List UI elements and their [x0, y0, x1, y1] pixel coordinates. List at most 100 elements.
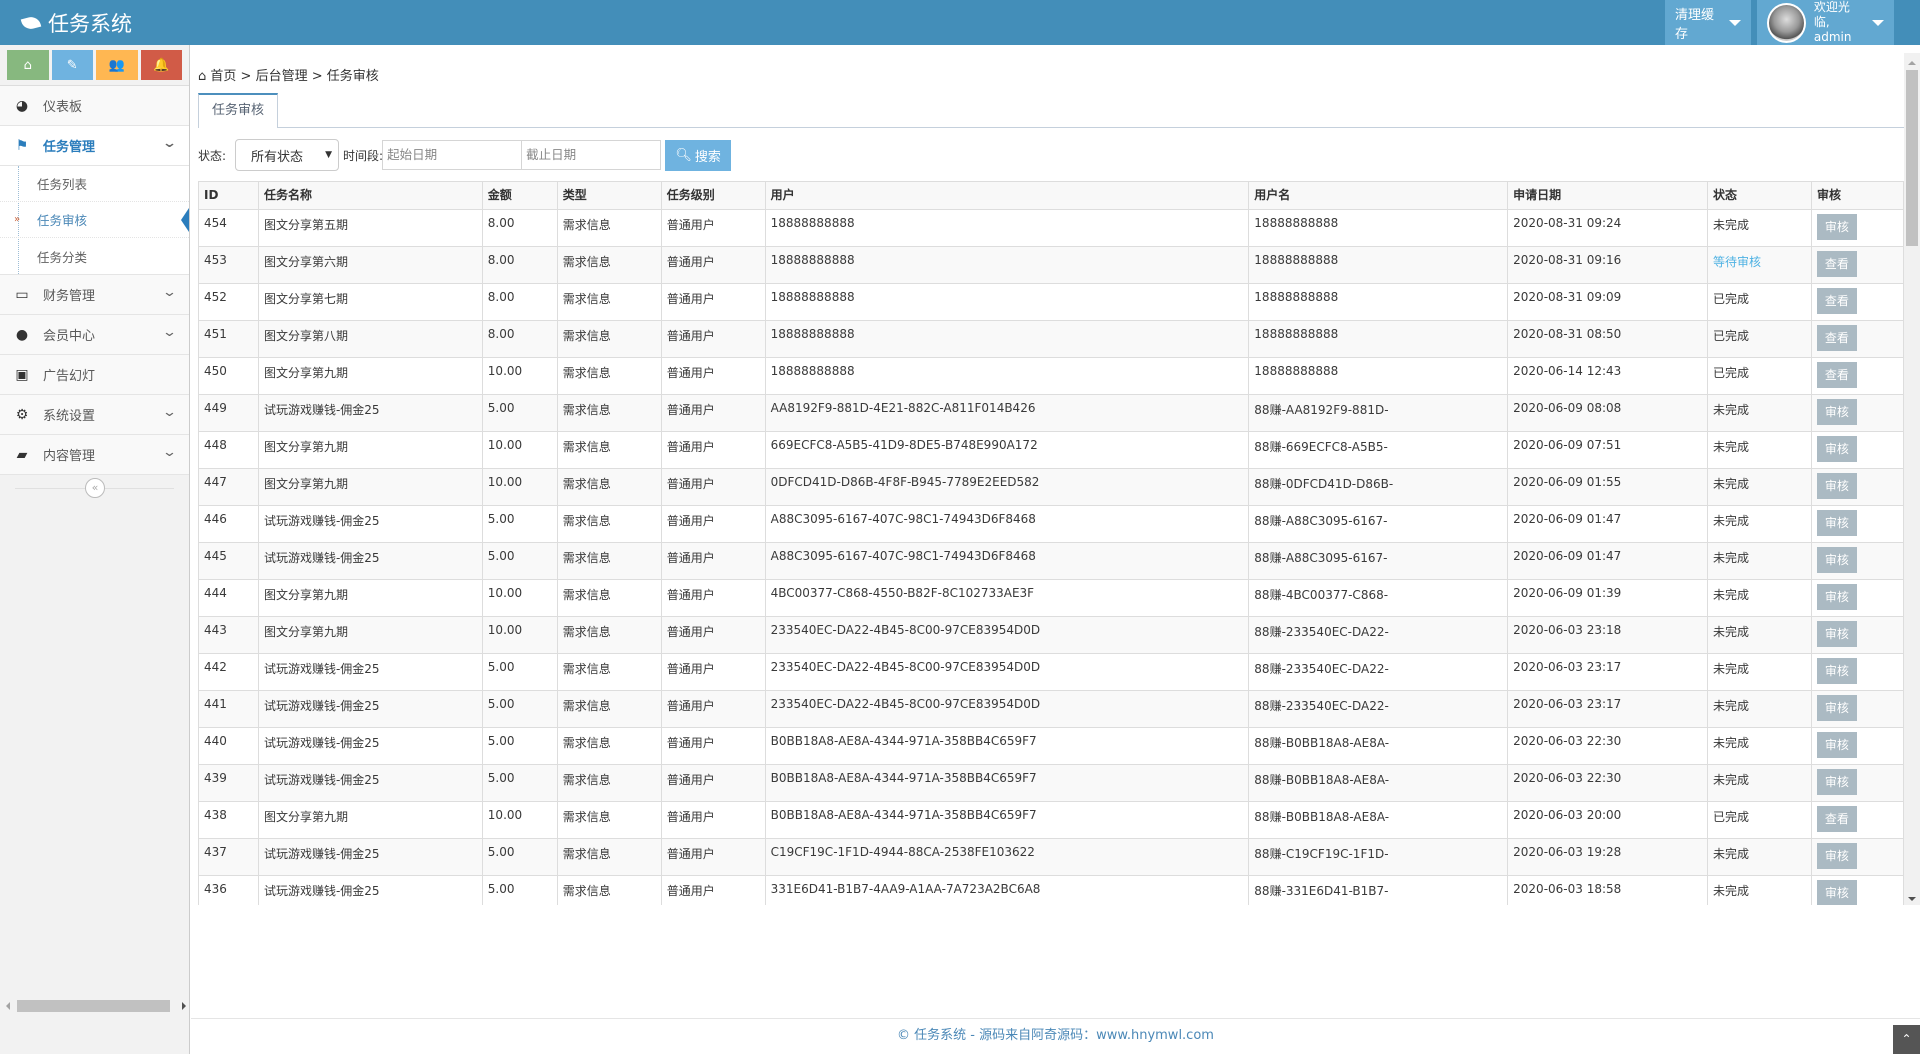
table-row: 452 图文分享第七期 8.00 需求信息 普通用户 18888888888 1888888…: [198, 283, 1904, 321]
review-button[interactable]: 审核: [1816, 769, 1857, 795]
sidebar-item-content[interactable]: ▰ 内容管理 ⌄: [0, 435, 189, 475]
bell-shortcut-button[interactable]: 🔔: [140, 50, 182, 80]
sidebar-item-members[interactable]: ● 会员中心 ⌄: [0, 315, 189, 355]
brand[interactable]: 任务系统: [20, 8, 132, 38]
sidebar-item-label: 任务审核: [37, 213, 88, 228]
end-date-input[interactable]: 截止日期: [521, 140, 662, 170]
column-header: 申请日期: [1507, 181, 1709, 210]
status-badge: 未完成: [1707, 875, 1812, 905]
table-cell: 5.00: [481, 727, 558, 765]
user-menu[interactable]: 欢迎光临, admin: [1757, 0, 1894, 45]
table-cell: 审核: [1810, 579, 1904, 617]
sidebar-horizontal-scrollbar[interactable]: [4, 998, 186, 1012]
table-cell: 452: [198, 283, 259, 321]
sidebar-item-label: 任务分类: [37, 249, 88, 265]
review-button[interactable]: 审核: [1816, 473, 1857, 499]
sidebar-subitem-task-review[interactable]: » 任务审核: [0, 202, 189, 238]
table-cell: 需求信息: [556, 468, 662, 506]
review-button[interactable]: 审核: [1816, 843, 1857, 869]
view-button[interactable]: 查看: [1816, 288, 1857, 314]
status-select[interactable]: 所有状态 ▼: [235, 139, 340, 171]
table-row: 447 图文分享第九期 10.00 需求信息 普通用户 0DFCD41D-D86B-4F8…: [198, 468, 1904, 506]
review-button[interactable]: 审核: [1816, 880, 1857, 905]
table-row: 441 试玩游戏赚钱-佣金25 5.00 需求信息 普通用户 233540EC-DA22-…: [198, 690, 1904, 728]
breadcrumb-admin[interactable]: 后台管理: [255, 69, 308, 84]
table-cell: 2020-06-03 22:30: [1507, 727, 1709, 765]
view-button[interactable]: 查看: [1816, 251, 1857, 277]
table-cell: 图文分享第九期: [257, 616, 483, 654]
breadcrumb-home[interactable]: 首页: [210, 69, 237, 84]
table-cell: 普通用户: [660, 283, 766, 321]
sidebar-item-finance[interactable]: ▭ 财务管理 ⌄: [0, 275, 189, 315]
status-badge: 未完成: [1707, 394, 1812, 432]
table-cell: 451: [198, 320, 259, 358]
review-button[interactable]: 审核: [1816, 399, 1857, 425]
clear-cache-button[interactable]: 清理缓存: [1665, 0, 1751, 45]
table-cell: 查看: [1810, 246, 1904, 284]
table-cell: 查看: [1810, 320, 1904, 358]
sidebar-item-label: 任务列表: [37, 177, 88, 192]
table-cell: 2020-06-09 01:55: [1507, 468, 1709, 506]
view-button[interactable]: 查看: [1816, 325, 1857, 351]
scroll-right-icon[interactable]: [182, 1002, 186, 1010]
table-cell: 2020-08-31 08:50: [1507, 320, 1709, 358]
edit-shortcut-button[interactable]: ✎: [51, 50, 93, 80]
review-button[interactable]: 审核: [1816, 547, 1857, 573]
table-cell: 试玩游戏赚钱-佣金25: [257, 838, 483, 876]
table-cell: 普通用户: [660, 875, 766, 905]
sidebar-item-dashboard[interactable]: ◕ 仪表板: [0, 86, 189, 126]
table-cell: B0BB18A8-AE8A-4344-971A-358BB4C659F7: [764, 764, 1250, 802]
scrollbar-thumb[interactable]: [1906, 70, 1918, 246]
review-button[interactable]: 审核: [1816, 214, 1857, 240]
review-button[interactable]: 审核: [1816, 621, 1857, 647]
tab-task-review[interactable]: 任务审核: [198, 93, 278, 128]
search-button[interactable]: 🔍︎ 搜索: [665, 139, 732, 171]
sidebar-item-ads[interactable]: ▣ 广告幻灯: [0, 355, 189, 395]
sidebar-subitem-task-list[interactable]: 任务列表: [0, 166, 189, 202]
view-button[interactable]: 查看: [1816, 806, 1857, 832]
table-row: 443 图文分享第九期 10.00 需求信息 普通用户 233540EC-DA22-4B4…: [198, 616, 1904, 654]
table-cell: 2020-06-09 01:47: [1507, 505, 1709, 543]
sidebar-item-task-management[interactable]: ⚑ 任务管理 ⌄: [0, 126, 189, 166]
review-button[interactable]: 审核: [1816, 584, 1857, 610]
scroll-left-icon[interactable]: [6, 1002, 10, 1010]
sidebar-item-label: 财务管理: [43, 289, 96, 304]
review-button[interactable]: 审核: [1816, 732, 1857, 758]
back-to-top-button[interactable]: ⌃: [1893, 1025, 1920, 1054]
review-button[interactable]: 审核: [1816, 695, 1857, 721]
table-cell: 88赚-AA8192F9-881D-: [1248, 394, 1509, 432]
table-cell: 18888888888: [764, 283, 1250, 321]
table-cell: 5.00: [481, 394, 558, 432]
table-cell: 18888888888: [764, 357, 1250, 395]
status-badge: 已完成: [1707, 801, 1812, 839]
table-cell: 普通用户: [660, 468, 766, 506]
collapse-sidebar-button[interactable]: «: [85, 478, 105, 498]
review-button[interactable]: 审核: [1816, 510, 1857, 536]
home-shortcut-button[interactable]: ⌂: [7, 50, 49, 80]
table-cell: 试玩游戏赚钱-佣金25: [257, 542, 483, 580]
table-cell: 试玩游戏赚钱-佣金25: [257, 764, 483, 802]
table-cell: 88赚-B0BB18A8-AE8A-: [1248, 764, 1509, 802]
vertical-scrollbar[interactable]: [1904, 53, 1920, 905]
sidebar-subitem-task-category[interactable]: 任务分类: [0, 238, 189, 274]
sidebar-item-settings[interactable]: ⚙ 系统设置 ⌄: [0, 395, 189, 435]
chevron-down-icon: ⌄: [161, 445, 178, 460]
user-icon: ●: [15, 326, 29, 343]
start-date-input[interactable]: 起始日期: [382, 140, 523, 170]
review-button[interactable]: 审核: [1816, 658, 1857, 684]
status-badge: 已完成: [1707, 320, 1812, 358]
view-button[interactable]: 查看: [1816, 362, 1857, 388]
caret-down-icon: [1872, 19, 1884, 26]
review-button[interactable]: 审核: [1816, 436, 1857, 462]
table-cell: 审核: [1810, 653, 1904, 691]
table-cell: 5.00: [481, 542, 558, 580]
users-shortcut-button[interactable]: 👥: [96, 50, 138, 80]
table-cell: 4BC00377-C868-4550-B82F-8C102733AE3F: [764, 579, 1250, 617]
scroll-down-arrow-icon[interactable]: [1908, 897, 1916, 901]
scrollbar-thumb[interactable]: [17, 1000, 170, 1012]
sidebar: ⌂ ✎ 👥 🔔 ◕ 仪表板 ⚑ 任务管理 ⌄ 任务列表 » 任务审核 任务分类 ▭ 财务管…: [0, 45, 190, 1054]
scroll-up-arrow-icon[interactable]: [1908, 61, 1916, 65]
table-cell: 普通用户: [660, 653, 766, 691]
status-badge: 未完成: [1707, 431, 1812, 469]
table-cell: 437: [198, 838, 259, 876]
